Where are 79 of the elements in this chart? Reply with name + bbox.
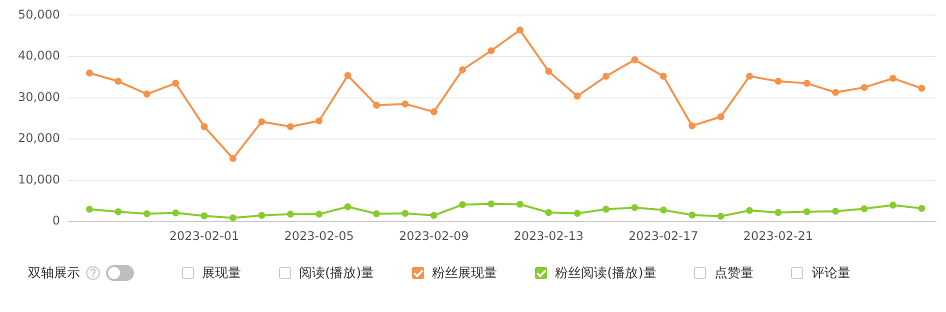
point [430, 108, 438, 116]
point [344, 72, 352, 79]
point [631, 204, 638, 212]
point [774, 209, 782, 216]
point [172, 209, 180, 216]
legend-label: 点赞量 [714, 265, 754, 282]
point [114, 208, 122, 216]
point [229, 214, 236, 222]
point [372, 210, 380, 218]
point [286, 123, 294, 130]
point [200, 212, 208, 220]
point [430, 212, 438, 219]
x-tick-label: 2023-02-13 [514, 228, 584, 243]
point [602, 206, 610, 213]
point [316, 117, 323, 124]
y-tick-label: 40,000 [18, 48, 60, 63]
point [832, 208, 840, 215]
point [832, 88, 840, 96]
point [402, 100, 409, 108]
point [545, 68, 552, 75]
point [660, 206, 667, 214]
point [860, 84, 868, 91]
x-tick-label: 2023-02-17 [628, 228, 698, 243]
point [516, 26, 524, 34]
point [688, 122, 696, 130]
point [488, 200, 495, 208]
point [774, 78, 782, 85]
point [402, 210, 409, 217]
point [344, 203, 352, 210]
point [717, 212, 724, 220]
legend-label: 粉丝阅读(播放)量 [555, 265, 656, 282]
x-tick-label: 2023-02-05 [284, 228, 354, 243]
point [746, 72, 753, 80]
legend-label: 阅读(播放)量 [299, 265, 374, 282]
point [688, 211, 696, 218]
point [574, 210, 581, 217]
point [516, 200, 524, 208]
text: 双轴展示 [28, 265, 80, 282]
point [143, 210, 150, 218]
point [114, 78, 122, 85]
point [660, 72, 667, 80]
point [803, 208, 810, 216]
point [86, 206, 94, 213]
y-tick-label: 30,000 [18, 90, 60, 104]
x-tick-label: 2023-02-09 [398, 228, 469, 243]
x-tick-label: 2023-02-21 [743, 228, 814, 243]
legend-label: 展现量 [202, 265, 241, 282]
point [803, 80, 810, 87]
point [316, 210, 323, 218]
point [258, 118, 266, 126]
legend-label: 评论量 [811, 265, 850, 282]
point [602, 72, 610, 80]
point [746, 206, 753, 214]
point [200, 123, 208, 130]
x-tick-label: 2023-02-01 [169, 228, 240, 243]
y-tick-label: 10,000 [18, 172, 60, 186]
y-tick-label: 50,000 [18, 7, 60, 22]
point [545, 209, 552, 216]
legend-label: 粉丝展现量 [432, 265, 498, 282]
point [143, 90, 150, 98]
point [459, 66, 466, 74]
point [918, 84, 926, 92]
point [459, 201, 466, 208]
point [86, 69, 94, 76]
point [229, 154, 236, 162]
point [574, 92, 581, 100]
point [172, 80, 180, 87]
point [717, 113, 724, 120]
point [860, 205, 868, 212]
point [889, 74, 896, 82]
point [889, 202, 896, 209]
point [631, 56, 638, 64]
point [488, 47, 495, 54]
point [918, 204, 926, 212]
point [286, 210, 294, 218]
y-tick-label: 20,000 [18, 131, 60, 146]
point [372, 102, 380, 109]
point [258, 212, 266, 219]
y-tick-label: 0 [52, 214, 60, 228]
